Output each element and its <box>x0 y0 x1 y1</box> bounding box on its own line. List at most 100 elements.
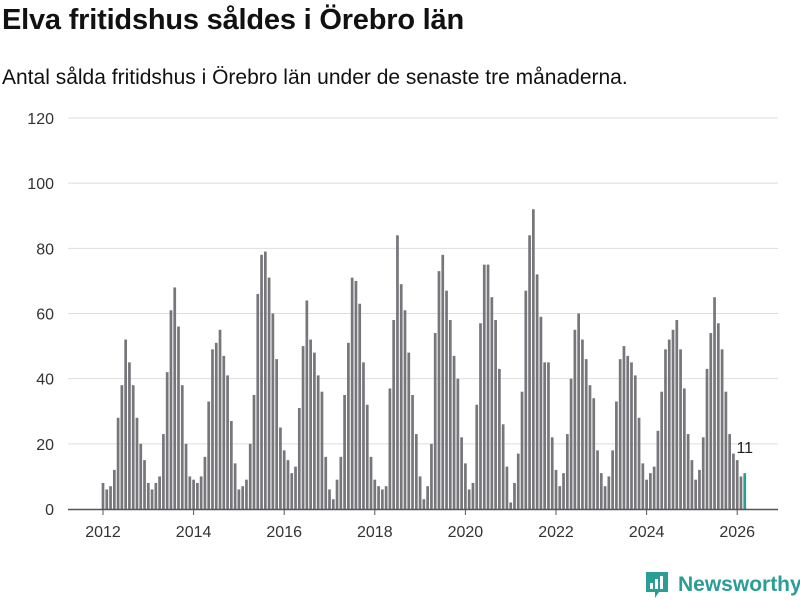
bar <box>279 427 282 509</box>
bar <box>596 450 599 509</box>
bar <box>271 313 275 509</box>
x-tick-label: 2016 <box>266 524 302 541</box>
grid-lines <box>68 117 778 445</box>
x-tick-label: 2020 <box>448 524 484 541</box>
bar <box>645 479 648 509</box>
bar <box>716 323 720 509</box>
bar <box>188 476 192 509</box>
bar <box>671 329 675 509</box>
bar <box>728 434 732 509</box>
bar <box>652 466 656 509</box>
y-tick-label: 80 <box>36 241 54 258</box>
bar <box>150 489 154 509</box>
bar <box>709 333 713 509</box>
bar <box>139 443 143 509</box>
bar <box>135 417 139 509</box>
bar <box>682 388 686 509</box>
bar <box>392 320 396 509</box>
bar <box>146 482 150 509</box>
bar <box>535 274 539 509</box>
last-value-label: 11 <box>736 440 753 457</box>
bar <box>460 437 463 509</box>
bar <box>229 421 233 509</box>
y-tick-label: 60 <box>36 307 54 324</box>
bar <box>505 466 509 509</box>
bar <box>313 352 316 509</box>
bar <box>373 479 377 509</box>
bar <box>686 434 690 509</box>
y-axis-labels: 0 20 40 60 80 100 120 <box>27 111 54 519</box>
bar <box>720 349 724 509</box>
bar <box>192 479 195 509</box>
bar <box>124 339 128 509</box>
bar <box>554 469 558 509</box>
bar <box>335 479 339 509</box>
bar <box>354 280 358 509</box>
bar <box>509 502 513 509</box>
bar <box>180 385 184 509</box>
bar <box>464 463 467 509</box>
bar <box>399 284 403 509</box>
x-tick-label: 2026 <box>719 524 755 541</box>
bar <box>433 333 437 509</box>
x-tick-label: 2022 <box>538 524 574 541</box>
bar <box>158 476 161 509</box>
bar <box>664 349 667 509</box>
bar <box>622 346 626 509</box>
y-tick-label: 40 <box>36 372 54 389</box>
bar <box>584 359 588 509</box>
bar <box>486 264 490 510</box>
bar <box>660 391 664 509</box>
bar <box>558 486 562 509</box>
bar <box>165 372 169 509</box>
bar <box>252 394 256 509</box>
bar <box>667 339 671 509</box>
bar <box>407 352 411 509</box>
bar <box>713 297 716 509</box>
bar <box>581 339 584 509</box>
bar <box>732 453 735 509</box>
bar <box>633 375 637 509</box>
bar <box>143 460 146 510</box>
bar <box>275 359 279 509</box>
bar <box>301 346 305 509</box>
bar <box>588 385 592 509</box>
bar <box>365 404 369 509</box>
bar <box>331 499 335 509</box>
bar <box>441 254 445 509</box>
bar <box>184 443 188 509</box>
bar <box>286 460 290 510</box>
bar <box>131 385 135 509</box>
bar <box>599 473 603 509</box>
bar <box>411 394 414 509</box>
bar <box>641 463 645 509</box>
bar <box>109 486 112 509</box>
bar <box>739 476 743 509</box>
bar <box>422 499 426 509</box>
newsworthy-logo-icon <box>646 572 668 598</box>
bar <box>222 355 226 509</box>
bar <box>418 476 422 509</box>
bar <box>320 391 324 509</box>
bar <box>414 434 418 509</box>
bar <box>358 303 362 509</box>
bar <box>347 342 350 509</box>
bar <box>577 313 581 509</box>
y-tick-label: 0 <box>45 502 54 519</box>
bar <box>543 362 547 510</box>
bar <box>524 290 528 509</box>
bar <box>263 251 267 509</box>
y-tick-label: 100 <box>27 176 54 193</box>
bar <box>482 264 486 510</box>
bar <box>384 486 388 509</box>
x-tick-label: 2014 <box>176 524 212 541</box>
bar <box>309 339 312 509</box>
bar <box>498 368 501 509</box>
bar <box>675 320 679 509</box>
bar <box>290 473 294 509</box>
bar <box>128 362 131 510</box>
bar <box>237 489 241 509</box>
bar <box>116 417 120 509</box>
bar <box>592 398 596 509</box>
